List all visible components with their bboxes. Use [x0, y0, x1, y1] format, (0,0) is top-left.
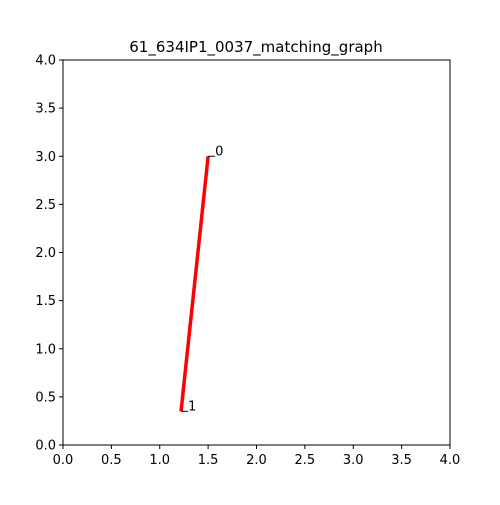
plot-background	[63, 60, 450, 445]
y-tick-label: 2.0	[35, 246, 56, 261]
x-tick-label: 1.5	[198, 453, 219, 468]
node-label: 1	[188, 399, 196, 414]
y-tick-label: 0.0	[35, 439, 56, 454]
x-tick-label: 0.5	[101, 453, 122, 468]
x-axis-ticks: 0.0 0.5 1.0 1.5 2.0 2.5 3.0 3.5 4.0	[53, 445, 461, 468]
node-label: 0	[215, 144, 223, 159]
x-tick-label: 0.0	[53, 453, 74, 468]
x-tick-label: 2.5	[295, 453, 316, 468]
plot-frame	[62, 59, 451, 446]
y-axis-ticks: 0.0 0.5 1.0 1.5 2.0 2.5 3.0 3.5 4.0	[35, 54, 63, 454]
x-tick-label: 2.0	[246, 453, 267, 468]
edges-layer	[179, 156, 210, 412]
y-tick-label: 1.0	[35, 342, 56, 357]
chart-title: 61_634IP1_0037_matching_graph	[129, 38, 382, 57]
y-tick-label: 2.5	[35, 198, 56, 213]
y-tick-label: 1.5	[35, 294, 56, 309]
x-tick-label: 1.0	[149, 453, 170, 468]
graph-edge	[179, 156, 210, 412]
y-tick-label: 4.0	[35, 54, 56, 69]
y-tick-label: 3.5	[35, 102, 56, 117]
y-tick-label: 3.0	[35, 150, 56, 165]
y-tick-label: 0.5	[35, 390, 56, 405]
x-tick-label: 3.0	[343, 453, 364, 468]
nodes-layer: 01	[181, 144, 223, 414]
x-tick-label: 3.5	[391, 453, 412, 468]
x-tick-label: 4.0	[440, 453, 461, 468]
